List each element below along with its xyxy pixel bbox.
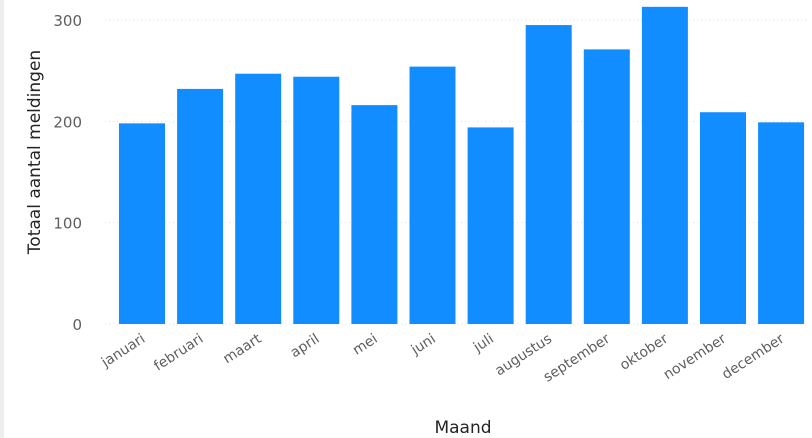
bars <box>119 6 805 325</box>
bar-mei[interactable] <box>351 105 398 325</box>
bar-maart[interactable] <box>235 73 282 324</box>
x-axis-ticks: januari februari maart april mei juni juliaugu… <box>98 331 787 386</box>
x-tick-label: januari <box>98 331 148 371</box>
y-tick-label: 0 <box>72 316 82 334</box>
x-tick-label: april <box>288 331 323 361</box>
x-tick-label: mei <box>350 331 381 359</box>
x-tick-label: maart <box>220 331 264 368</box>
y-tick-label: 200 <box>53 113 82 131</box>
bar-september[interactable] <box>583 49 630 325</box>
y-tick-label: 100 <box>53 215 82 233</box>
x-tick-label: februari <box>151 331 206 375</box>
left-edge-divider <box>0 0 4 438</box>
y-tick-label: 300 <box>53 12 82 30</box>
bar-augustus[interactable] <box>525 25 572 325</box>
x-tick-label: juni <box>408 331 439 359</box>
x-tick-label: september <box>541 331 613 386</box>
y-axis-title: Totaal aantal meldingen <box>25 50 45 255</box>
bar-februari[interactable] <box>177 88 224 324</box>
bar-juli[interactable] <box>467 127 514 324</box>
bar-april[interactable] <box>293 76 340 324</box>
bar-oktober[interactable] <box>641 6 688 325</box>
bar-juni[interactable] <box>409 66 456 324</box>
bar-december[interactable] <box>758 122 805 324</box>
x-axis-title: Maand <box>434 418 491 438</box>
bar-januari[interactable] <box>119 123 165 324</box>
x-tick-label: november <box>661 331 730 383</box>
x-tick-label: juli <box>470 331 497 356</box>
x-tick-label: december <box>719 331 787 383</box>
y-axis-ticks: 0 100 200 300 <box>53 12 82 334</box>
bar-november[interactable] <box>700 112 746 324</box>
